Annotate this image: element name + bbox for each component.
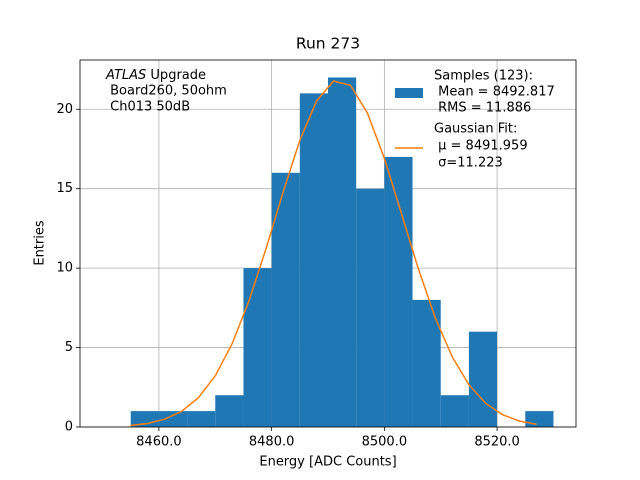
- bar: [158, 411, 188, 427]
- y-tick-label: 15: [56, 181, 73, 196]
- bar: [384, 156, 413, 427]
- x-axis-label: Energy [ADC Counts]: [259, 455, 396, 470]
- legend-label: Mean = 8492.817: [434, 85, 555, 100]
- bar: [468, 331, 498, 427]
- bar: [356, 188, 385, 427]
- legend: Samples (123): Mean = 8492.817 RMS = 11.…: [395, 69, 555, 171]
- annotation: ATLAS Upgrade: [105, 68, 206, 83]
- bar: [299, 93, 328, 427]
- fit-line: [130, 80, 537, 427]
- annotation-line: Ch013 50dB: [106, 100, 190, 115]
- legend-swatch: [395, 88, 423, 98]
- legend-label: RMS = 11.886: [434, 101, 531, 116]
- legend-label: Gaussian Fit:: [434, 122, 517, 137]
- chart-title: Run 273: [296, 35, 360, 53]
- bar: [271, 172, 300, 427]
- y-tick-label: 0: [65, 420, 73, 435]
- x-tick-label: 8460.0: [136, 435, 182, 450]
- x-tick-label: 8520.0: [474, 435, 520, 450]
- legend-label: μ = 8491.959: [434, 139, 528, 154]
- bar: [215, 395, 244, 427]
- annotation-text: Upgrade: [150, 68, 206, 83]
- annotation-line: Board260, 50ohm: [106, 84, 227, 99]
- bar: [243, 268, 272, 427]
- annotation-experiment: ATLAS: [105, 68, 146, 83]
- legend-label: σ=11.223: [434, 156, 503, 171]
- bar: [328, 77, 357, 427]
- legend-label: Samples (123):: [434, 69, 533, 84]
- x-tick-label: 8500.0: [362, 435, 408, 450]
- y-axis-label: Entries: [33, 220, 48, 266]
- bar: [440, 395, 469, 427]
- x-tick-label: 8480.0: [249, 435, 295, 450]
- plot-area: [130, 77, 554, 427]
- axes-frame: [79, 59, 577, 428]
- y-tick-label: 5: [65, 340, 73, 355]
- y-tick-label: 20: [56, 102, 73, 117]
- bar: [187, 411, 216, 427]
- bar: [525, 411, 554, 427]
- y-tick-label: 10: [56, 261, 73, 276]
